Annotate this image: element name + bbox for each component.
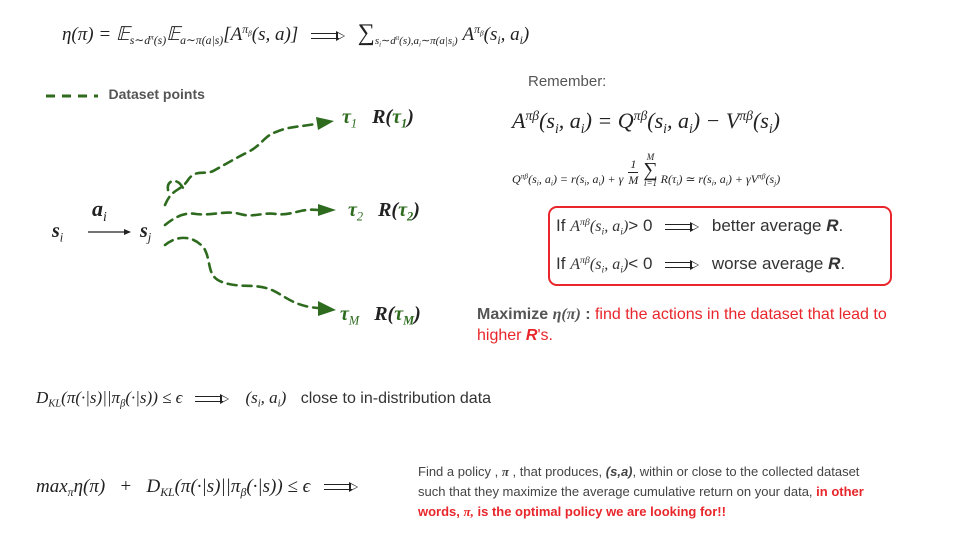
remember-label: Remember:	[528, 73, 607, 90]
maximize-statement: Maximize η(π) : find the actions in the …	[477, 306, 887, 344]
trajectory-extra-path	[166, 179, 186, 192]
final-objective: maxπη(π) + DKL(π(·|s)||πβ(·|s)) ≤ ϵ	[36, 476, 366, 500]
dashed-line-icon	[46, 94, 98, 98]
implies-arrow-icon	[665, 221, 700, 232]
trajectory-1-label: τ1 R(τ1)	[342, 106, 414, 131]
positive-advantage-line: If Aπβ(si, ai)> 0 better average R.	[556, 216, 844, 238]
legend: Dataset points	[44, 86, 205, 104]
action-arrowhead-icon	[124, 229, 131, 235]
objective-lhs: η(π) = 𝔼s∼dπ(s)𝔼a∼π(a|s)[Aπβ(s, a)]	[62, 22, 299, 48]
trajectory-2-path	[163, 208, 320, 227]
implies-arrow-icon	[665, 259, 700, 270]
sum-operator: M ∑ i=1	[643, 152, 658, 188]
trajectory-1-arrowhead-icon	[316, 117, 334, 130]
trajectory-2-arrowhead-icon	[318, 204, 336, 216]
kl-constraint-line: DKL(π(·|s)||πβ(·|s)) ≤ ϵ (si, ai) close …	[36, 388, 492, 410]
implies-arrow-icon	[310, 30, 345, 41]
objective-rhs: ∑si∼dπ(s),ai∼π(a|si) Aπβ(si, ai)	[357, 20, 530, 49]
trajectory-diagram	[88, 117, 336, 316]
trajectory-m-path	[163, 236, 320, 310]
implies-arrow-icon	[194, 393, 229, 404]
state-si: si	[52, 220, 64, 245]
implies-arrow-icon	[323, 481, 358, 492]
trajectory-1-path	[163, 122, 317, 207]
trajectory-2-label: τ2 R(τ2)	[348, 199, 420, 224]
final-explanation: Find a policy , π , that produces, (s,a)…	[418, 464, 864, 519]
q-value-equation: Qπβ(si, ai) = r(si, ai) + γ 1 M M ∑ i=1 …	[512, 152, 781, 188]
trajectory-m-label: τM R(τM)	[340, 303, 421, 328]
advantage-sign-box	[548, 206, 892, 286]
advantage-equation: Aπβ(si, ai) = Qπβ(si, ai) − Vπβ(si)	[512, 108, 780, 136]
negative-advantage-line: If Aπβ(si, ai)< 0 worse average R.	[556, 254, 846, 276]
fraction-1-over-m: 1 M	[628, 156, 639, 187]
legend-label: Dataset points	[108, 86, 205, 102]
objective-formula: η(π) = 𝔼s∼dπ(s)𝔼a∼π(a|s)[Aπβ(s, a)] ∑si∼…	[62, 20, 529, 48]
trajectory-m-arrowhead-icon	[318, 301, 336, 316]
state-sj: sj	[140, 220, 152, 245]
action-ai: ai	[92, 196, 107, 224]
